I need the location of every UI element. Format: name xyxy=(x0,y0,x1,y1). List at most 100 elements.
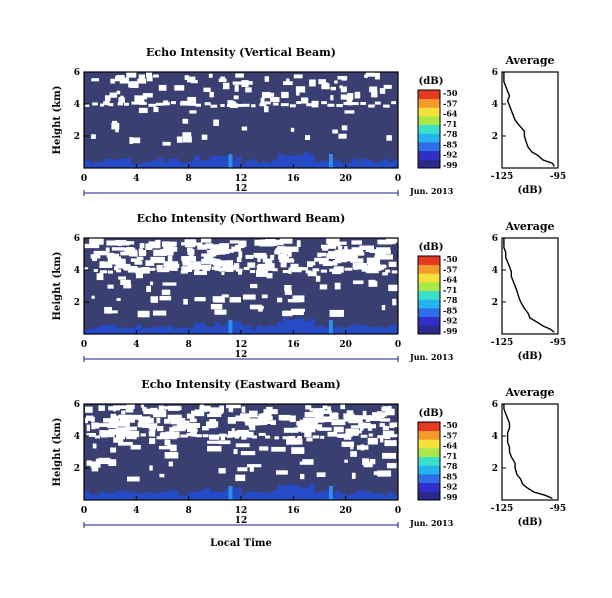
colorbar-tick-label: -85 xyxy=(443,471,457,481)
heatmap-cell-missing xyxy=(108,434,115,438)
heatmap-cell-strong xyxy=(84,490,90,500)
average-y-tick-label: 4 xyxy=(492,100,498,110)
heatmap-cell-missing xyxy=(120,417,135,423)
heatmap-cell-missing xyxy=(180,100,189,104)
heatmap-cell-missing xyxy=(96,423,111,427)
heatmap-cell-missing xyxy=(222,82,230,90)
heatmap-cell-missing xyxy=(265,263,271,268)
heatmap-cell-missing xyxy=(284,246,299,253)
heatmap-cell-missing xyxy=(382,272,388,276)
average-title: Average xyxy=(504,54,554,67)
heatmap-cell-missing xyxy=(270,239,284,246)
heatmap-cell-strong xyxy=(183,162,190,168)
heatmap-cell-strong xyxy=(361,491,368,500)
heatmap-cell-missing xyxy=(227,104,233,108)
heatmap-cell-strong xyxy=(340,328,347,334)
heatmap-cell-strong xyxy=(382,495,389,500)
heatmap-cell-strong xyxy=(272,490,279,500)
heatmap-cell-missing xyxy=(259,446,269,451)
heatmap-cell-strong xyxy=(293,318,300,334)
heatmap-cell-missing xyxy=(116,269,122,273)
y-axis-label: Height (km) xyxy=(52,252,63,321)
heatmap-cell-missing xyxy=(264,101,271,105)
heatmap-cell-missing xyxy=(350,445,354,450)
heatmap-cell-peak xyxy=(328,320,333,334)
colorbar-segment xyxy=(418,456,440,466)
heatmap-cell-missing xyxy=(118,414,132,419)
heatmap-cell-strong xyxy=(209,326,216,334)
colorbar-tick-label: -57 xyxy=(443,98,457,108)
heatmap-cell-missing xyxy=(232,81,242,85)
heatmap-cell-missing xyxy=(226,260,234,266)
heatmap-cell-peak xyxy=(228,320,233,334)
colorbar-segment xyxy=(418,90,440,100)
heatmap-cell-missing xyxy=(340,86,347,93)
heatmap-cell-missing xyxy=(170,244,174,250)
heatmap-cell-strong xyxy=(356,490,362,500)
x-tick-label: 4 xyxy=(133,340,139,350)
heatmap-cell-missing xyxy=(380,418,391,422)
heatmap-cell-missing xyxy=(243,267,250,271)
heatmap-cell-missing xyxy=(270,96,280,102)
heatmap-cell-missing xyxy=(307,271,317,277)
heatmap-cell-missing xyxy=(375,267,382,271)
x-tick-label: 8 xyxy=(186,174,192,184)
heatmap-cell-missing xyxy=(123,431,136,437)
date-label: Jun. 2013 xyxy=(409,186,454,196)
heatmap-cell-missing xyxy=(375,250,387,255)
heatmap-cell-missing xyxy=(194,297,206,302)
heatmap-cell-strong xyxy=(214,492,221,500)
heatmap-cell-missing xyxy=(149,433,156,437)
heatmap-cell-missing xyxy=(186,413,195,419)
heatmap-cell-missing xyxy=(200,238,212,243)
heatmap-cell-strong xyxy=(298,155,305,168)
heatmap-cell-missing xyxy=(120,279,131,286)
heatmap-cell-missing xyxy=(189,254,194,260)
average-x-tick-label: -95 xyxy=(550,172,566,182)
heatmap-cell-missing xyxy=(130,444,141,450)
average-x-label: (dB) xyxy=(518,351,543,362)
heatmap-cell-missing xyxy=(266,406,273,412)
heatmap-cell-strong xyxy=(167,490,174,500)
heatmap-cell-strong xyxy=(214,155,221,168)
heatmap-cell-strong xyxy=(277,321,284,334)
heatmap-cell-missing xyxy=(280,261,287,268)
heatmap-cell-strong xyxy=(89,494,95,500)
heatmap-cell-missing xyxy=(235,415,250,422)
date-label: Jun. 2013 xyxy=(409,518,454,528)
colorbar-frame xyxy=(417,89,441,169)
heatmap-cell-missing xyxy=(334,241,347,245)
heatmap-cell-strong xyxy=(157,158,163,168)
heatmap-cell-missing xyxy=(113,437,124,443)
heatmap-cell-missing xyxy=(334,80,338,84)
heatmap-cell-strong xyxy=(335,326,341,334)
average-x-tick-label: -125 xyxy=(491,504,514,514)
heatmap-cell-strong xyxy=(193,323,200,334)
heatmap-cell-strong xyxy=(314,162,320,168)
heatmap-cell-strong xyxy=(110,159,116,168)
heatmap-cell-strong xyxy=(340,163,347,168)
heatmap-cell-missing xyxy=(220,76,226,81)
heatmap-cell-missing xyxy=(392,298,397,306)
heatmap-cell-strong xyxy=(371,494,378,500)
heatmap-cell-missing xyxy=(84,417,88,424)
heatmap-cell-missing xyxy=(120,251,135,256)
colorbar-segment xyxy=(418,98,440,108)
heatmap-cell-missing xyxy=(194,269,200,273)
heatmap-cell-strong xyxy=(241,326,247,334)
heatmap-cell-missing xyxy=(237,467,248,472)
heatmap-cell-missing xyxy=(202,434,209,438)
heatmap-cell-missing xyxy=(249,283,258,289)
heatmap-cell-missing xyxy=(330,95,334,101)
heatmap-cell-missing xyxy=(345,432,353,437)
heatmap-cell-missing xyxy=(336,104,343,108)
heatmap-cell-missing xyxy=(354,91,361,99)
heatmap-cell-missing xyxy=(111,122,120,130)
heatmap-cell-missing xyxy=(116,75,125,80)
heatmap-cell-missing xyxy=(86,415,94,421)
heatmap-cell-missing xyxy=(119,77,129,84)
average-x-label: (dB) xyxy=(518,185,543,196)
heatmap-cell-missing xyxy=(160,406,175,410)
heatmap-cell-missing xyxy=(221,294,229,298)
heatmap-cell-missing xyxy=(250,305,264,310)
